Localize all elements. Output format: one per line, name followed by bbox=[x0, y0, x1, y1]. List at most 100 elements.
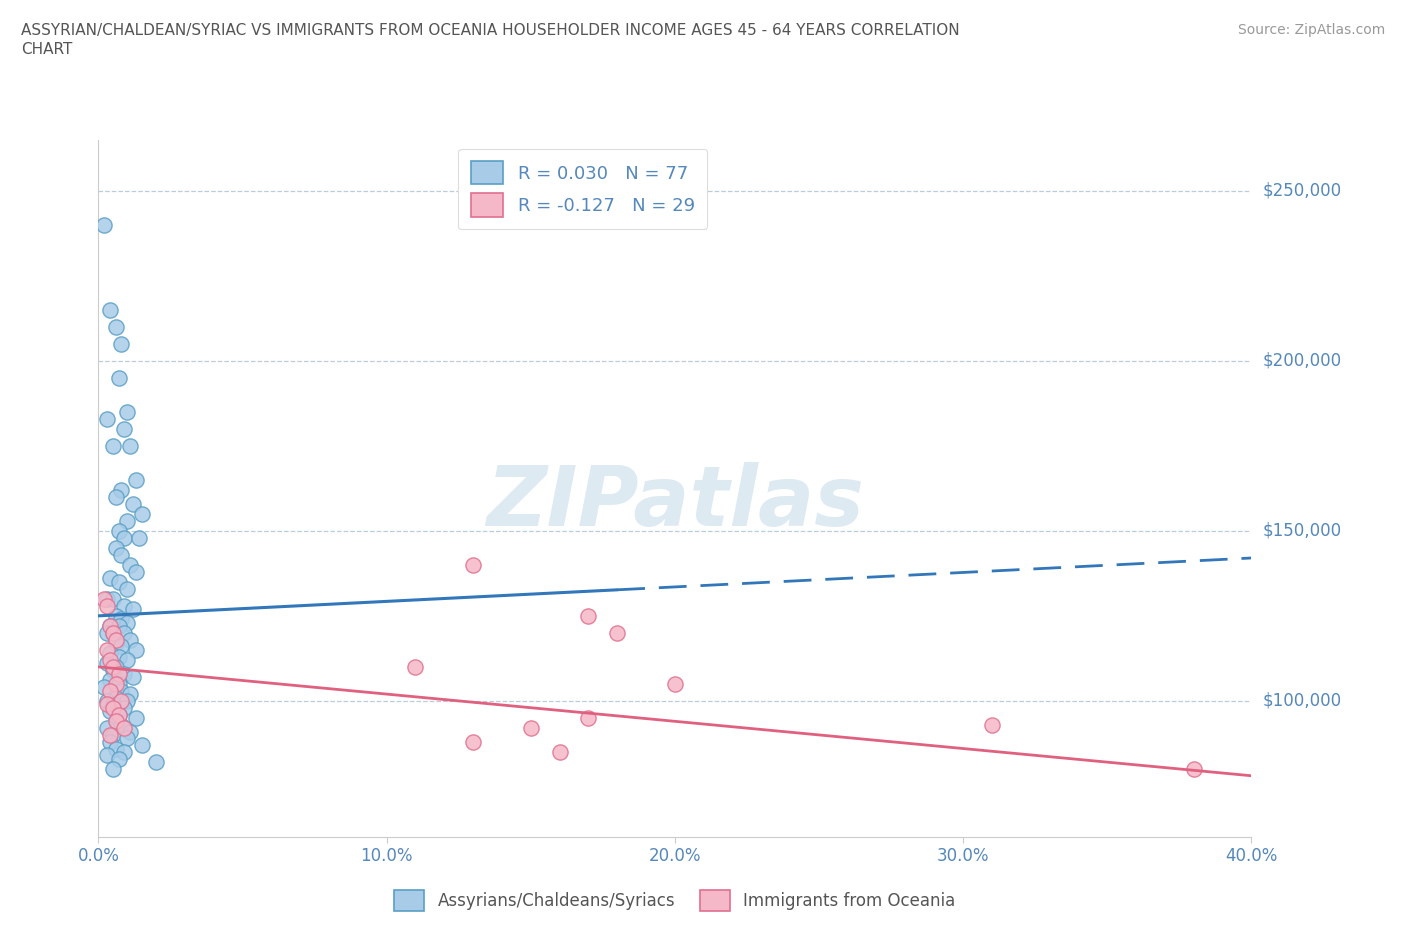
Point bbox=[104, 676, 127, 691]
Text: $100,000: $100,000 bbox=[1263, 692, 1341, 710]
Text: $250,000: $250,000 bbox=[1263, 181, 1341, 200]
Point bbox=[104, 319, 127, 334]
Point bbox=[122, 670, 145, 684]
Point bbox=[101, 625, 124, 640]
Text: ASSYRIAN/CHALDEAN/SYRIAC VS IMMIGRANTS FROM OCEANIA HOUSEHOLDER INCOME AGES 45 -: ASSYRIAN/CHALDEAN/SYRIAC VS IMMIGRANTS F… bbox=[21, 23, 960, 38]
Text: ZIPatlas: ZIPatlas bbox=[486, 461, 863, 543]
Point bbox=[107, 618, 129, 633]
Point bbox=[98, 704, 121, 719]
Point bbox=[117, 616, 138, 631]
Text: $200,000: $200,000 bbox=[1263, 352, 1341, 369]
Point bbox=[110, 639, 132, 654]
Point bbox=[117, 731, 138, 746]
Point bbox=[101, 663, 124, 678]
Point bbox=[98, 571, 121, 586]
Point bbox=[98, 618, 121, 633]
Point bbox=[101, 727, 124, 742]
Point bbox=[101, 591, 124, 606]
Point bbox=[405, 659, 427, 674]
Point bbox=[104, 632, 127, 647]
Point bbox=[98, 673, 121, 688]
Point bbox=[96, 625, 118, 640]
Point bbox=[461, 557, 484, 572]
Point bbox=[96, 598, 118, 613]
Point bbox=[122, 496, 145, 511]
Point bbox=[107, 575, 129, 590]
Point bbox=[98, 653, 121, 668]
Point bbox=[107, 649, 129, 664]
Point bbox=[104, 540, 127, 555]
Point bbox=[117, 694, 138, 709]
Point bbox=[101, 625, 124, 640]
Point bbox=[125, 472, 148, 487]
Point bbox=[520, 721, 543, 736]
Point bbox=[112, 721, 135, 736]
Point bbox=[93, 591, 115, 606]
Point bbox=[98, 618, 121, 633]
Point bbox=[664, 676, 686, 691]
Point bbox=[578, 608, 600, 623]
Point bbox=[548, 745, 571, 760]
Point bbox=[96, 697, 118, 711]
Point bbox=[117, 653, 138, 668]
Point bbox=[606, 625, 628, 640]
Point bbox=[96, 643, 118, 658]
Point bbox=[981, 717, 1004, 732]
Text: Source: ZipAtlas.com: Source: ZipAtlas.com bbox=[1237, 23, 1385, 37]
Point bbox=[110, 694, 132, 709]
Point bbox=[107, 524, 129, 538]
Point bbox=[125, 643, 148, 658]
Point bbox=[98, 302, 121, 317]
Point bbox=[117, 513, 138, 528]
Point bbox=[110, 337, 132, 352]
Point bbox=[112, 530, 135, 545]
Point bbox=[131, 737, 153, 752]
Point bbox=[104, 690, 127, 705]
Point bbox=[96, 591, 118, 606]
Point bbox=[578, 711, 600, 725]
Point bbox=[104, 659, 127, 674]
Point bbox=[112, 700, 135, 715]
Point bbox=[122, 602, 145, 617]
Point bbox=[120, 724, 142, 739]
Point bbox=[110, 717, 132, 732]
Legend: Assyrians/Chaldeans/Syriacs, Immigrants from Oceania: Assyrians/Chaldeans/Syriacs, Immigrants … bbox=[385, 882, 965, 920]
Point bbox=[125, 711, 148, 725]
Point bbox=[112, 421, 135, 436]
Point bbox=[93, 680, 115, 695]
Point bbox=[107, 707, 129, 722]
Point bbox=[101, 659, 124, 674]
Point bbox=[112, 598, 135, 613]
Point bbox=[96, 721, 118, 736]
Point bbox=[101, 697, 124, 711]
Point bbox=[93, 217, 115, 232]
Point bbox=[107, 751, 129, 766]
Point bbox=[101, 700, 124, 715]
Point bbox=[104, 741, 127, 756]
Point bbox=[98, 645, 121, 660]
Point bbox=[110, 547, 132, 562]
Point bbox=[128, 530, 150, 545]
Point bbox=[125, 565, 148, 579]
Point bbox=[120, 438, 142, 453]
Point bbox=[117, 405, 138, 419]
Point bbox=[112, 666, 135, 681]
Point bbox=[120, 557, 142, 572]
Text: $150,000: $150,000 bbox=[1263, 522, 1341, 539]
Text: CHART: CHART bbox=[21, 42, 73, 57]
Point bbox=[107, 666, 129, 681]
Point bbox=[98, 727, 121, 742]
Point bbox=[112, 625, 135, 640]
Point bbox=[96, 411, 118, 426]
Point bbox=[107, 676, 129, 691]
Point bbox=[461, 735, 484, 750]
Point bbox=[117, 581, 138, 596]
Point bbox=[1182, 762, 1205, 777]
Point bbox=[112, 745, 135, 760]
Point bbox=[98, 735, 121, 750]
Point bbox=[110, 684, 132, 698]
Point bbox=[101, 438, 124, 453]
Point bbox=[96, 656, 118, 671]
Point bbox=[104, 714, 127, 729]
Point bbox=[98, 684, 121, 698]
